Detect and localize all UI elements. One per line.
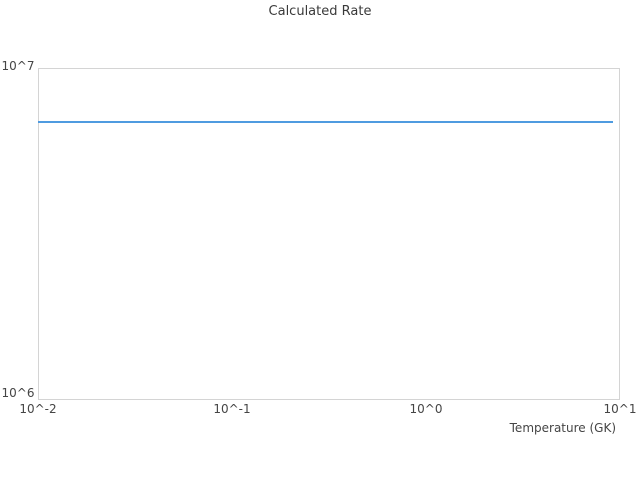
y-tick-label: 10^7 <box>1 59 35 73</box>
x-axis-label: Temperature (GK) <box>509 421 616 435</box>
x-tick-label: 10^-2 <box>19 402 57 416</box>
x-tick-label: 10^-1 <box>213 402 251 416</box>
y-axis-ticks: 10^6 10^7 <box>0 0 40 480</box>
plot-area <box>38 68 620 400</box>
x-tick-label: 10^1 <box>603 402 637 416</box>
x-tick-label: 10^0 <box>409 402 443 416</box>
chart-title: Calculated Rate <box>268 4 372 19</box>
x-axis-ticks: 10^-2 10^-1 10^0 10^1 <box>0 402 640 416</box>
y-tick-label: 10^6 <box>1 386 35 400</box>
